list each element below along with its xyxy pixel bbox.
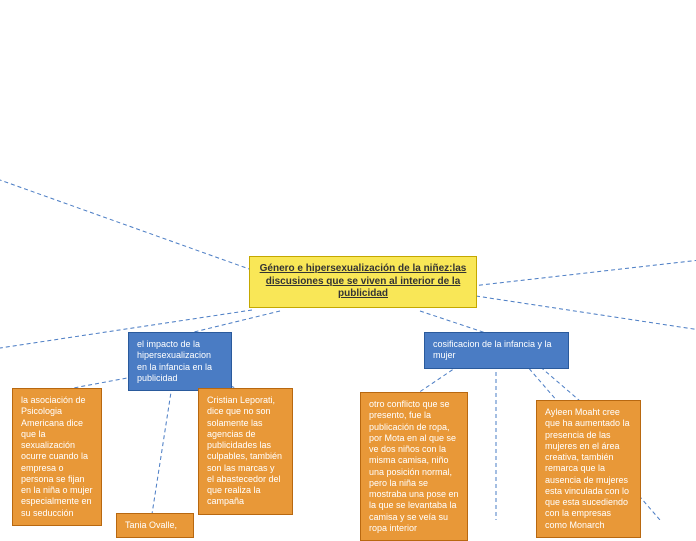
node-impacto-text: el impacto de la hipersexualizacion en l…	[137, 339, 212, 383]
root-node[interactable]: Género e hipersexualización de la niñez:…	[249, 256, 477, 308]
node-tania-text: Tania Ovalle,	[125, 520, 177, 530]
node-conflicto-text: otro conflicto que se presento, fue la p…	[369, 399, 459, 533]
node-cosif-text: cosificacion de la infancia y la mujer	[433, 339, 552, 360]
node-cristian[interactable]: Cristian Leporati, dice que no son solam…	[198, 388, 293, 515]
edge-root-impacto	[190, 311, 280, 333]
edge-root-cosif	[420, 311, 486, 333]
node-tania[interactable]: Tania Ovalle,	[116, 513, 194, 538]
root-text: Género e hipersexualización de la niñez:…	[260, 263, 467, 299]
node-impacto[interactable]: el impacto de la hipersexualizacion en l…	[128, 332, 232, 391]
node-ayleen-text: Ayleen Moaht cree que ha aumentado la pr…	[545, 407, 630, 530]
edge-root-off_tl	[0, 180, 252, 270]
node-conflicto[interactable]: otro conflicto que se presento, fue la p…	[360, 392, 468, 541]
node-psico-text: la asociación de Psicologia Americana di…	[21, 395, 93, 518]
node-psicologia[interactable]: la asociación de Psicologia Americana di…	[12, 388, 102, 526]
node-cristian-text: Cristian Leporati, dice que no son solam…	[207, 395, 282, 506]
node-ayleen[interactable]: Ayleen Moaht cree que ha aumentado la pr…	[536, 400, 641, 538]
edge-root-off_rr	[476, 296, 696, 330]
edge-root-off_tr	[472, 260, 696, 286]
edge-impacto-tania	[152, 373, 174, 514]
node-cosificacion[interactable]: cosificacion de la infancia y la mujer	[424, 332, 569, 369]
